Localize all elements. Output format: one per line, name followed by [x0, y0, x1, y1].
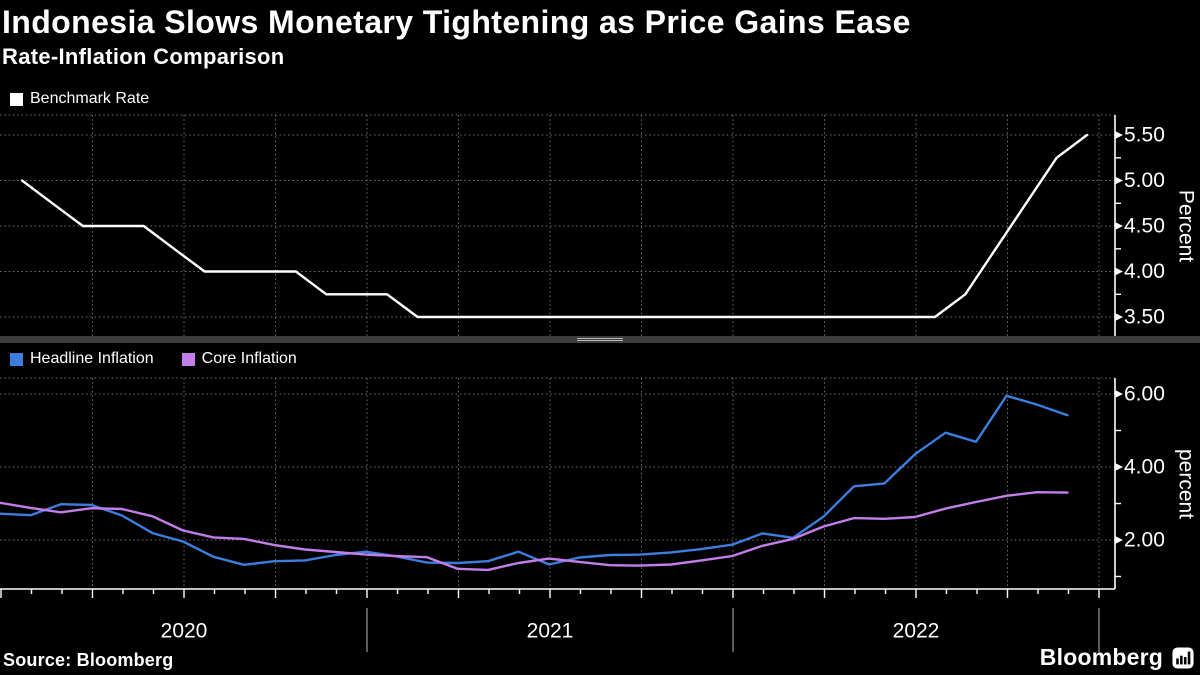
- series-line-core-inflation: [0, 490, 1069, 572]
- chart-title: Indonesia Slows Monetary Tightening as P…: [2, 4, 911, 40]
- bloomberg-logo: Bloomberg: [1040, 644, 1194, 671]
- bloomberg-logo-icon: [1172, 646, 1194, 669]
- benchmark-rate-legend-label: Benchmark Rate: [30, 90, 150, 107]
- y-tick-label: 2.00: [1124, 529, 1165, 552]
- y-major-tick: [1115, 463, 1123, 471]
- benchmark-rate-swatch-icon: [10, 92, 23, 106]
- y-major-tick: [1115, 222, 1123, 230]
- source-attribution: Source: Bloomberg: [3, 650, 174, 670]
- chart-subtitle: Rate-Inflation Comparison: [2, 44, 285, 69]
- legend-item-core-inflation: Core Inflation: [181, 350, 297, 368]
- year-label: 2020: [161, 620, 208, 643]
- year-label: 2021: [527, 620, 574, 643]
- bloomberg-wordmark: Bloomberg: [1039, 644, 1163, 670]
- inflation-legend: Headline Inflation Core Inflation: [10, 350, 297, 368]
- series-line-benchmark-rate: [20, 133, 1089, 319]
- inflation-chart: 6.00 4.00 2.00 percent 2020 2021 2022: [0, 377, 1198, 652]
- panel-splitter[interactable]: [0, 336, 1200, 343]
- y-tick-label: 5.00: [1124, 169, 1165, 192]
- y-tick-label: 4.50: [1124, 215, 1165, 238]
- headline-inflation-swatch-icon: [10, 352, 23, 366]
- y-major-tick: [1115, 131, 1123, 139]
- y-major-tick: [1115, 267, 1123, 276]
- benchmark-legend: Benchmark Rate: [10, 90, 149, 108]
- y-major-tick: [1115, 313, 1123, 321]
- year-label: 2022: [893, 620, 940, 643]
- y-tick-label: 4.00: [1124, 260, 1165, 283]
- splitter-grip-icon[interactable]: [577, 336, 623, 343]
- y-major-tick: [1115, 176, 1123, 185]
- series-line-headline-inflation: [0, 394, 1069, 567]
- core-inflation-legend-label: Core Inflation: [201, 350, 297, 367]
- y-major-tick: [1115, 390, 1123, 398]
- y-tick-label: 3.50: [1124, 306, 1165, 329]
- benchmark-rate-chart: 5.50 5.00 4.50 4.00 3.50 Percent: [0, 114, 1198, 336]
- y-axis-title: percent: [1175, 449, 1198, 519]
- y-axis-title: Percent: [1175, 190, 1198, 263]
- legend-item-benchmark-rate: Benchmark Rate: [10, 90, 149, 108]
- core-inflation-swatch-icon: [181, 352, 195, 366]
- y-tick-label: 6.00: [1124, 383, 1165, 406]
- y-tick-label: 4.00: [1124, 456, 1165, 479]
- y-tick-label: 5.50: [1124, 124, 1165, 147]
- legend-item-headline-inflation: Headline Inflation: [10, 350, 154, 368]
- y-major-tick: [1115, 536, 1123, 544]
- headline-inflation-legend-label: Headline Inflation: [30, 350, 154, 367]
